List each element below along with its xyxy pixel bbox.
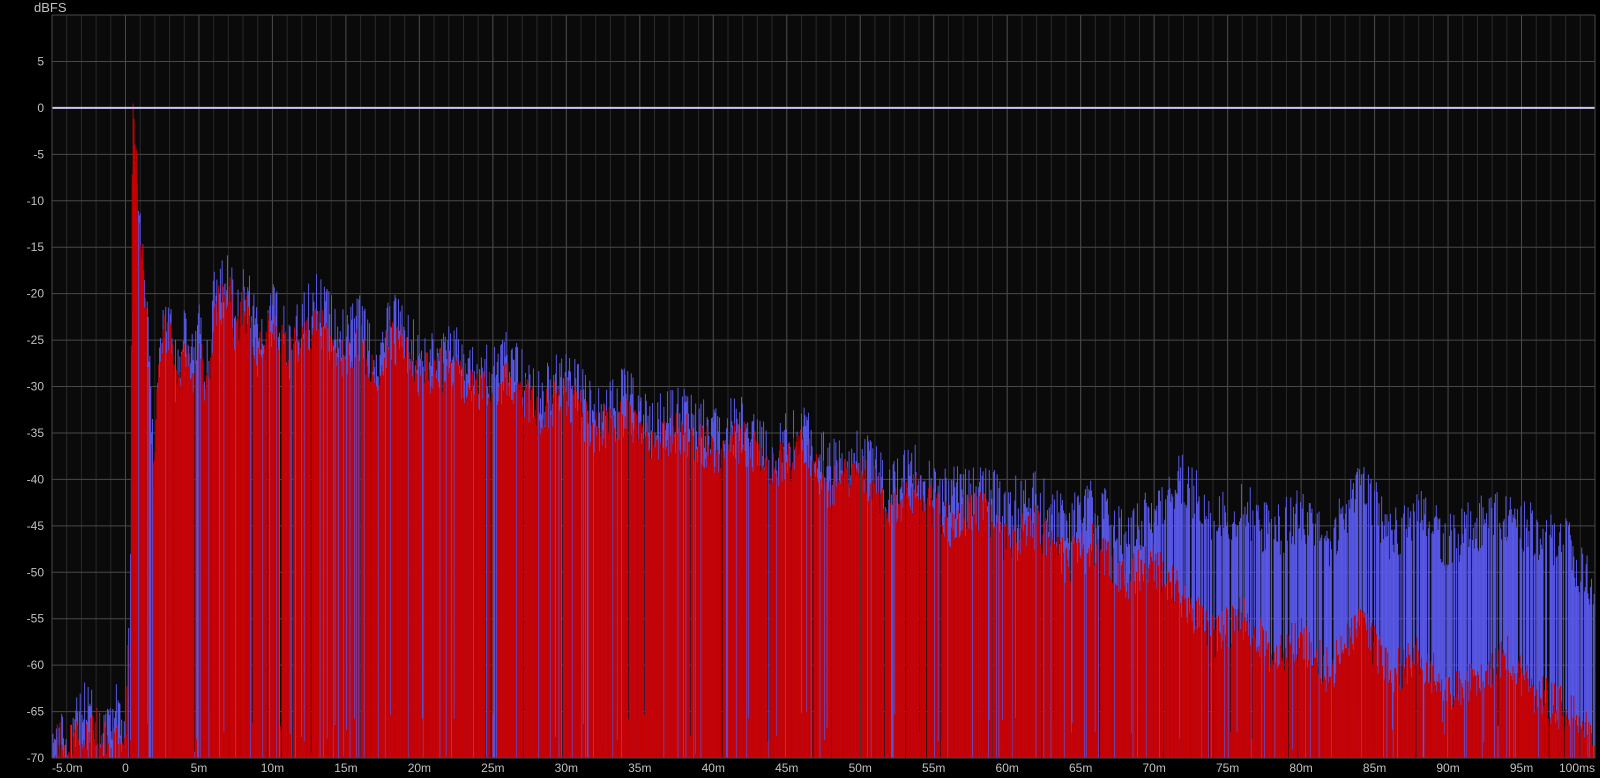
x-tick-label: 40m	[702, 761, 725, 775]
x-tick-label: 5m	[191, 761, 208, 775]
y-tick-label: -60	[27, 658, 45, 672]
x-tick-label: 55m	[922, 761, 945, 775]
chart-svg: 5 0 -5 -10 -15 -20 -25 -30 -35 -40 -45 -50 -55 -60 -65…	[0, 0, 1600, 778]
y-tick-label: 0	[37, 101, 44, 115]
y-tick-label: -25	[27, 333, 45, 347]
x-tick-label: 85m	[1363, 761, 1386, 775]
x-tick-label: 0	[122, 761, 129, 775]
x-tick-label: 90m	[1436, 761, 1459, 775]
y-tick-label: -45	[27, 519, 45, 533]
x-tick-label: 30m	[555, 761, 578, 775]
y-tick-label: -50	[27, 565, 45, 579]
y-tick-label: -20	[27, 287, 45, 301]
impulse-response-chart: 5 0 -5 -10 -15 -20 -25 -30 -35 -40 -45 -50 -55 -60 -65…	[0, 0, 1600, 778]
x-tick-label: 10m	[261, 761, 284, 775]
y-tick-label: -30	[27, 380, 45, 394]
y-axis-title: dBFS	[34, 0, 67, 15]
y-tick-label: -10	[27, 194, 45, 208]
x-tick-label: 80m	[1289, 761, 1312, 775]
x-tick-label: 70m	[1142, 761, 1165, 775]
y-tick-label: -70	[27, 751, 45, 765]
x-tick-label: 45m	[775, 761, 798, 775]
y-tick-label: -35	[27, 426, 45, 440]
x-tick-label: 75m	[1216, 761, 1239, 775]
y-tick-label: -5	[33, 147, 44, 161]
y-tick-label: -65	[27, 705, 45, 719]
y-tick-label: -15	[27, 240, 45, 254]
x-tick-label: -5.0m	[52, 761, 83, 775]
x-tick-label: 15m	[334, 761, 357, 775]
y-tick-label: 5	[37, 54, 44, 68]
x-tick-label: 20m	[408, 761, 431, 775]
x-tick-label: 65m	[1069, 761, 1092, 775]
x-tick-label: 50m	[849, 761, 872, 775]
x-tick-label: 35m	[628, 761, 651, 775]
x-tick-label: 100ms	[1559, 761, 1595, 775]
y-tick-label: -55	[27, 612, 45, 626]
y-tick-label: -40	[27, 472, 45, 486]
x-tick-label: 60m	[996, 761, 1019, 775]
x-tick-label: 25m	[481, 761, 504, 775]
x-tick-label: 95m	[1510, 761, 1533, 775]
